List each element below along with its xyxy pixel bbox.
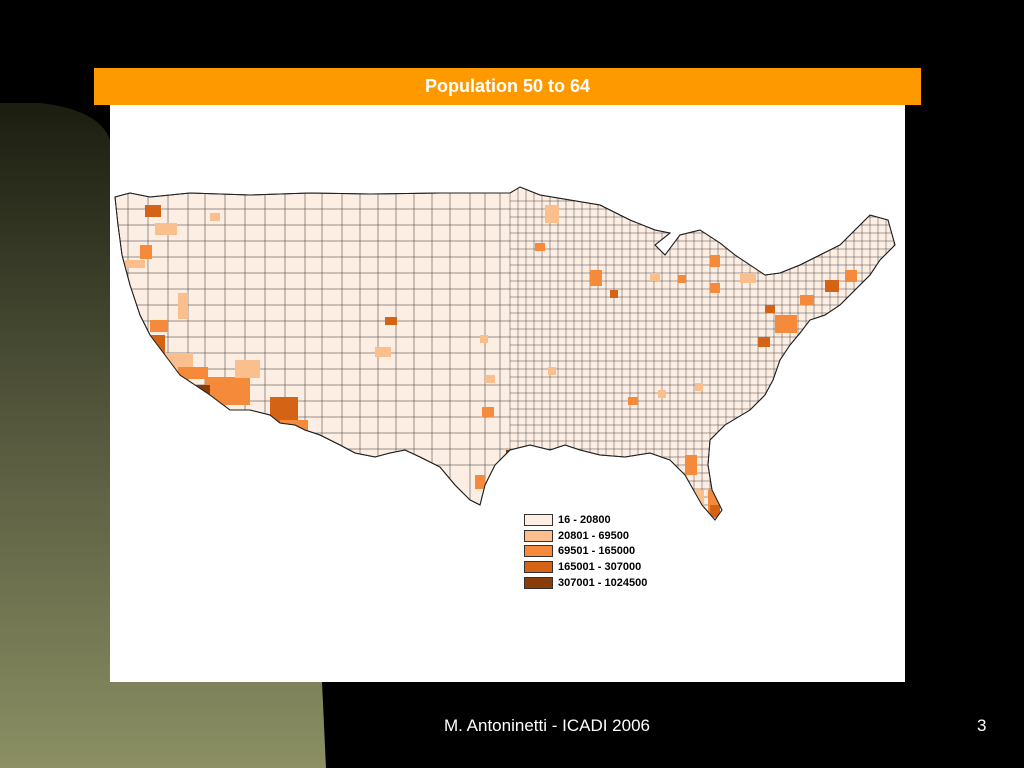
- shaded-counties: [125, 205, 857, 518]
- legend-item: 307001 - 1024500: [524, 575, 724, 591]
- legend-label: 165001 - 307000: [558, 561, 642, 574]
- legend-swatch: [524, 561, 553, 574]
- legend-item: 165001 - 307000: [524, 559, 724, 575]
- map-legend: 16 - 20800 20801 - 69500 69501 - 165000 …: [524, 512, 724, 591]
- legend-item: 69501 - 165000: [524, 544, 724, 560]
- legend-swatch: [524, 545, 553, 558]
- county-boundaries: [115, 187, 895, 520]
- legend-label: 69501 - 165000: [558, 545, 636, 558]
- legend-item: 16 - 20800: [524, 512, 724, 528]
- us-county-map: [114, 186, 896, 521]
- legend-swatch: [524, 513, 553, 526]
- legend-swatch: [524, 577, 553, 590]
- map-base: [114, 186, 896, 521]
- legend-label: 16 - 20800: [558, 513, 611, 526]
- slide-footer: M. Antoninetti - ICADI 2006: [444, 716, 650, 735]
- legend-label: 307001 - 1024500: [558, 577, 648, 590]
- legend-swatch: [524, 529, 553, 542]
- page-number: 3: [977, 716, 987, 735]
- slide-title: Population 50 to 64: [94, 68, 921, 105]
- legend-label: 20801 - 69500: [558, 529, 629, 542]
- map-panel: 16 - 20800 20801 - 69500 69501 - 165000 …: [110, 105, 905, 682]
- legend-item: 20801 - 69500: [524, 528, 724, 544]
